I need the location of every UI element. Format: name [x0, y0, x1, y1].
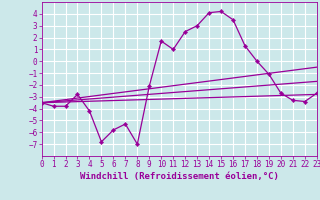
- X-axis label: Windchill (Refroidissement éolien,°C): Windchill (Refroidissement éolien,°C): [80, 172, 279, 181]
